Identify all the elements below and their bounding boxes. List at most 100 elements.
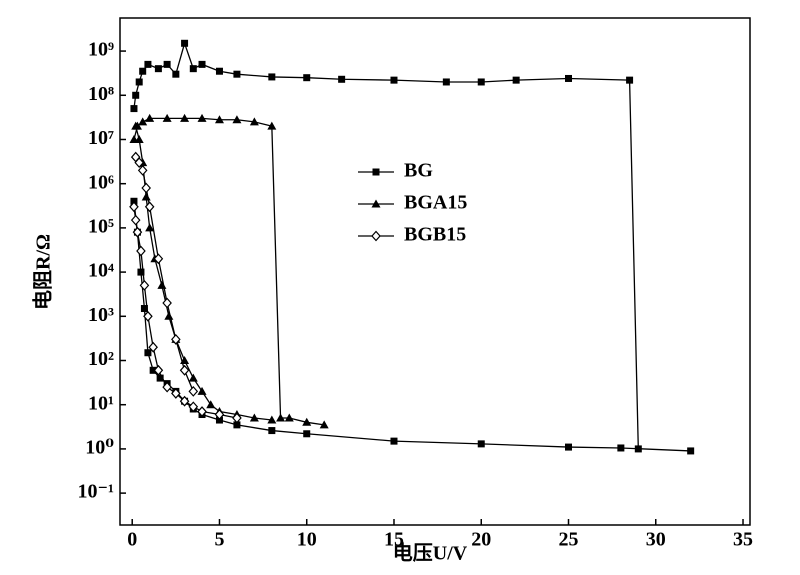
data-point [390,437,398,445]
data-point [687,447,695,455]
data-point [139,279,150,291]
data-point [477,78,485,86]
data-point [135,78,143,86]
data-point [512,76,520,84]
data-point [157,280,167,289]
data-point [197,386,207,395]
data-point [214,115,224,124]
data-point [188,401,199,413]
data-point [303,74,311,82]
y-tick-label: 10⁷ [88,127,114,149]
data-point [144,349,152,357]
data-point [171,334,181,345]
data-point [442,78,450,86]
data-point [390,76,398,84]
data-point [268,427,276,435]
data-point [132,226,143,238]
data-point [180,113,190,122]
x-tick-label: 20 [471,529,491,551]
y-tick-label: 10⁸ [88,83,114,105]
data-point [302,417,312,426]
data-point [145,113,155,122]
data-point [617,444,625,452]
data-point [162,113,172,122]
data-point [206,400,216,409]
data-point [156,374,164,382]
data-point [268,73,276,81]
series-line [133,156,238,419]
data-point [189,65,197,73]
data-point [129,134,139,143]
data-point [144,60,152,68]
data-point [188,373,198,382]
y-tick-label: 10⁰ [85,437,114,459]
legend-marker [371,199,381,208]
legend-marker [371,230,381,242]
legend-marker [372,168,380,176]
data-point [179,364,190,376]
data-point [136,245,146,257]
data-point [565,74,573,82]
data-point [132,121,142,130]
data-point [162,381,172,393]
data-point [284,413,294,422]
data-point [132,91,140,99]
x-axis-label: 电压U/V [393,542,468,565]
data-point [232,115,242,124]
data-point [134,157,144,168]
data-point [153,364,164,376]
x-tick-label: 10 [297,529,317,551]
x-tick-label: 0 [127,529,137,551]
data-point [148,341,158,353]
data-point [139,67,147,75]
data-point [565,443,573,451]
data-point [145,223,155,232]
data-point [179,395,190,407]
data-point [130,105,138,113]
data-point [163,60,171,68]
y-tick-label: 10¹ [88,392,114,414]
data-point [215,416,223,424]
data-point [149,366,157,374]
legend-label: BGB15 [404,224,466,246]
data-point [276,413,286,422]
data-point [267,415,277,424]
x-tick-label: 25 [559,529,579,551]
data-point [137,268,145,276]
data-point [303,430,311,438]
y-tick-label: 10⁻¹ [77,481,114,503]
x-tick-label: 15 [384,529,404,551]
data-point [626,76,634,84]
y-tick-label: 10³ [88,304,114,326]
data-point [130,214,141,226]
y-axis-label: 电阻R/Ω [32,234,55,310]
data-point [232,412,242,424]
x-tick-label: 35 [733,529,753,551]
x-tick-label: 30 [646,529,666,551]
data-point [172,70,180,78]
data-point [138,117,148,126]
data-point [154,65,162,73]
data-point [188,385,199,397]
data-point [319,420,329,429]
y-tick-label: 10² [88,348,114,370]
data-point [197,406,207,417]
data-point [143,310,153,322]
y-tick-label: 10⁹ [88,39,114,61]
data-point [144,201,155,213]
data-point [162,297,172,309]
data-point [634,445,642,453]
data-point [267,121,277,130]
data-point [141,192,151,201]
series-line [133,41,691,452]
data-point [338,75,346,83]
data-point [198,60,206,68]
y-tick-label: 10⁵ [88,215,114,237]
data-point [249,117,259,126]
data-point [141,182,151,194]
data-point [137,164,148,176]
legend-label: BGA15 [404,192,467,214]
data-point [197,113,207,122]
data-point [215,67,223,75]
